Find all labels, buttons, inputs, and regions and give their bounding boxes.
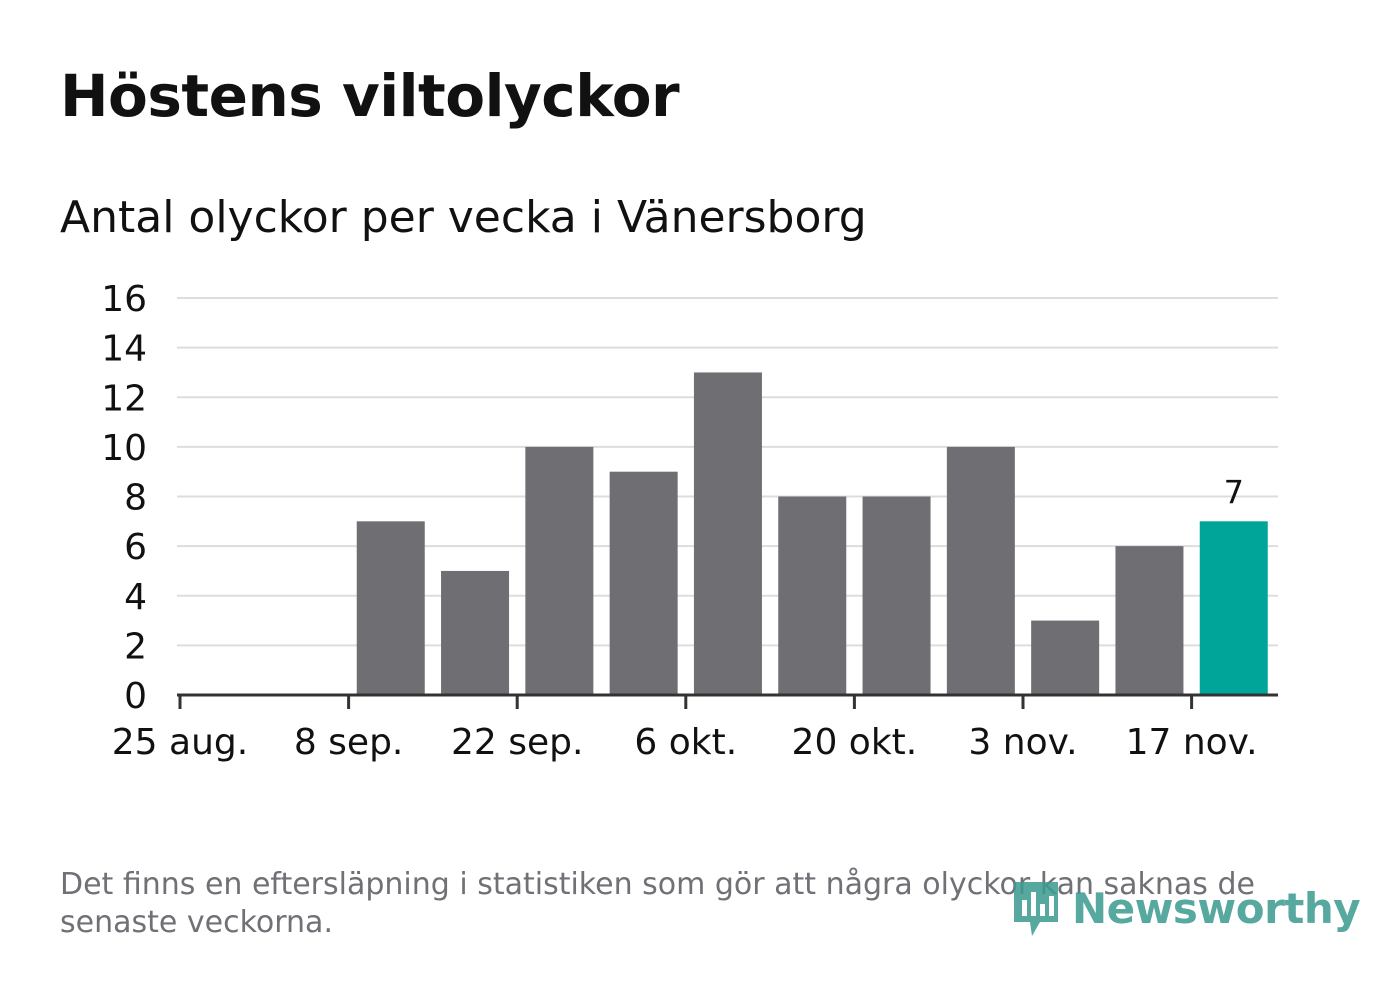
bar	[693, 372, 762, 695]
x-tick-label: 17 nov.	[1126, 722, 1258, 763]
y-tick-label: 2	[124, 626, 147, 667]
bar	[946, 446, 1015, 695]
x-tick-label: 25 aug.	[112, 722, 248, 763]
x-tick-label: 3 nov.	[968, 722, 1077, 763]
bar-highlight	[1199, 521, 1268, 695]
y-tick-label: 6	[124, 527, 147, 568]
y-tick-label: 14	[101, 329, 147, 370]
bar	[356, 521, 425, 695]
newsworthy-logo: Newsworthy	[1010, 876, 1361, 940]
bar	[778, 496, 847, 695]
x-tick-label: 8 sep.	[294, 722, 404, 763]
y-tick-label: 0	[124, 676, 147, 717]
bar	[525, 446, 594, 695]
bar	[1115, 546, 1184, 695]
y-tick-label: 16	[101, 279, 147, 320]
y-tick-label: 10	[101, 428, 147, 469]
newsworthy-logo-icon	[1014, 882, 1058, 936]
chart-subtitle: Antal olyckor per vecka i Vänersborg	[60, 192, 867, 243]
logo-text: Newsworthy	[1072, 883, 1361, 933]
x-tick-label: 22 sep.	[451, 722, 583, 763]
y-tick-label: 12	[101, 378, 147, 419]
bar-chart: 0 2 4 6 8 10 12 14 16 7 25 aug. 8 sep. 22 sep. 6 okt.…	[101, 279, 1278, 763]
y-tick-label: 8	[124, 478, 147, 519]
bar	[862, 496, 931, 695]
bar	[441, 570, 510, 695]
bar	[609, 471, 678, 695]
x-tick-label: 20 okt.	[792, 722, 918, 763]
data-label: 7	[1224, 473, 1244, 511]
bar	[1031, 620, 1100, 695]
chart-title: Höstens viltolyckor	[60, 62, 680, 130]
x-tick-label: 6 okt.	[634, 722, 737, 763]
y-tick-label: 4	[124, 577, 147, 618]
